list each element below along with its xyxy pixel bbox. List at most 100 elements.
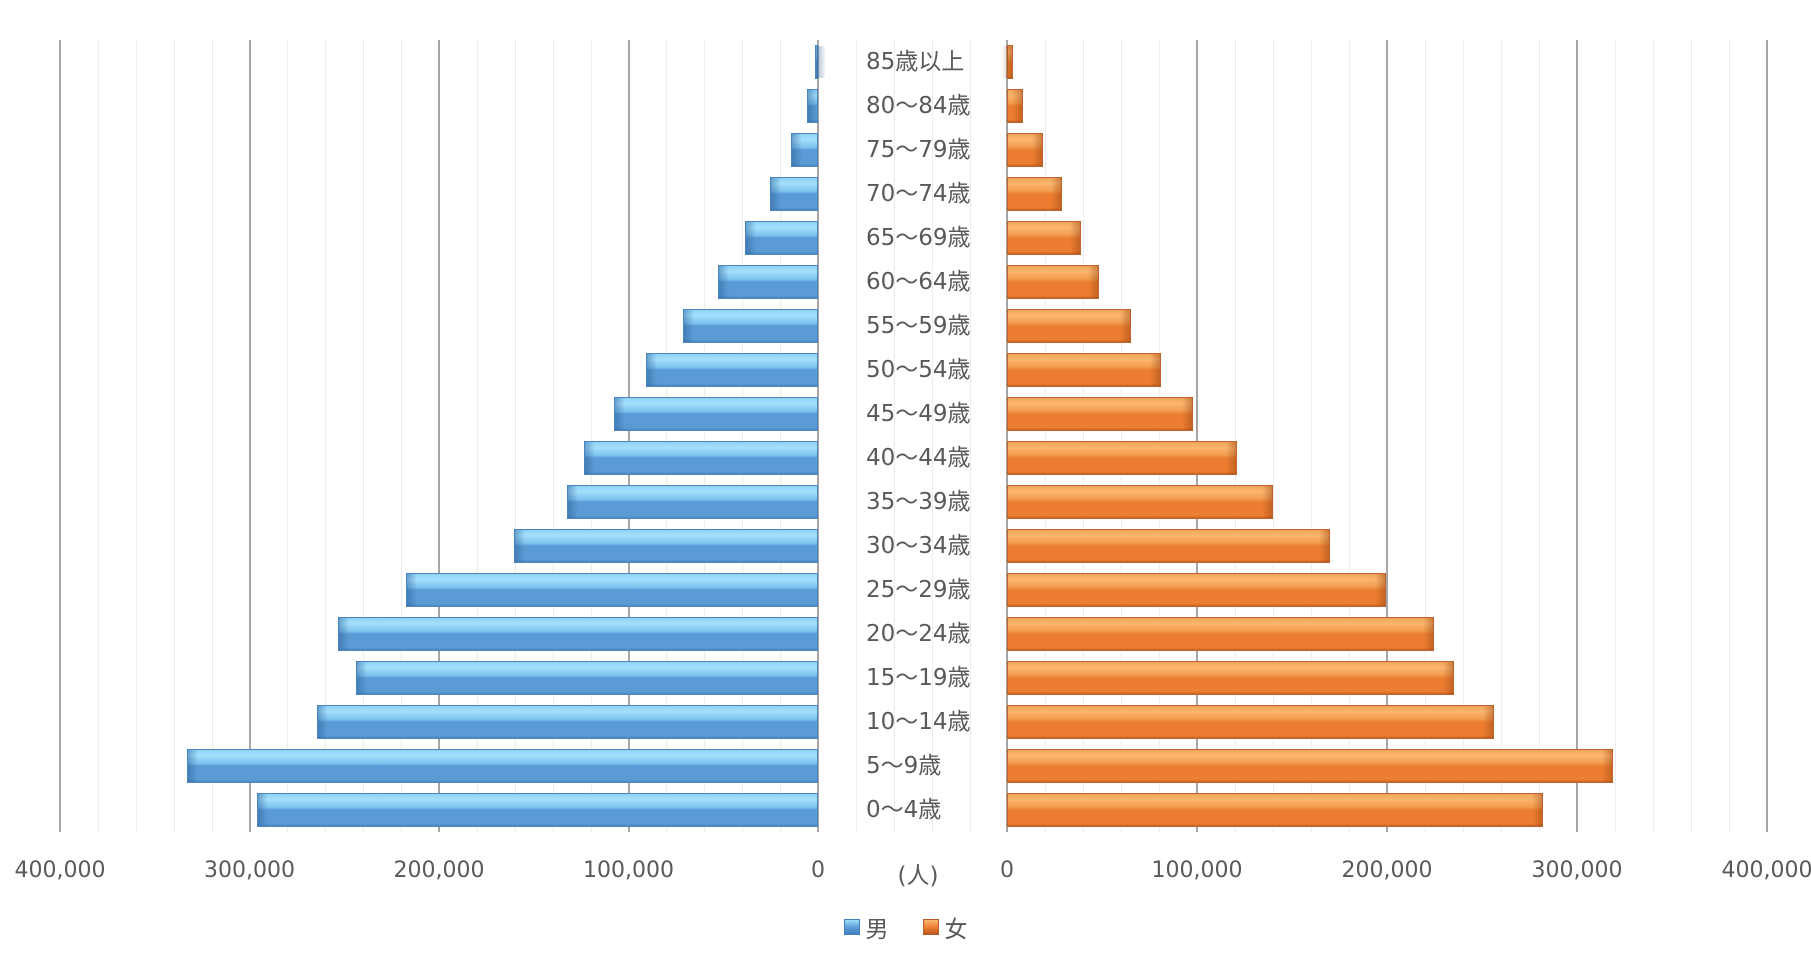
gridline-female: [1576, 40, 1578, 832]
bar-female[interactable]: [1007, 441, 1237, 475]
bar-female[interactable]: [1007, 133, 1044, 167]
gridline-gutter: [894, 40, 895, 832]
bar-female[interactable]: [1007, 617, 1434, 651]
x-tick-right: 300,000: [1531, 858, 1623, 883]
gridline-female: [1083, 40, 1084, 832]
bar-bevel: [808, 90, 818, 122]
bar-bevel: [683, 310, 694, 342]
age-label: 20〜24歳: [866, 621, 971, 647]
gridline-male: [212, 40, 213, 832]
bar-bevel: [356, 662, 367, 694]
bar-male[interactable]: [745, 221, 818, 255]
bar-male[interactable]: [584, 441, 818, 475]
bar-female[interactable]: [1007, 309, 1132, 343]
bar-male[interactable]: [337, 617, 818, 651]
gridline-female: [1539, 40, 1540, 832]
legend-item-female[interactable]: 女: [922, 910, 968, 944]
gridline-female: [1425, 40, 1426, 832]
bar-bevel: [1443, 662, 1454, 694]
gridline-male: [438, 40, 440, 832]
bar-bevel: [1602, 750, 1613, 782]
bar-male[interactable]: [406, 573, 818, 607]
legend-label-female: 女: [944, 917, 968, 943]
age-label: 10〜14歳: [866, 709, 971, 735]
age-label: 85歳以上: [866, 49, 965, 75]
bar-bevel: [1002, 46, 1013, 78]
bar-female[interactable]: [1007, 485, 1273, 519]
gridline-male: [817, 40, 819, 832]
x-tick-left: 300,000: [204, 858, 295, 883]
age-label: 45〜49歳: [866, 401, 971, 427]
age-label: 65〜69歳: [866, 225, 971, 251]
bar-female[interactable]: [1007, 397, 1193, 431]
bar-female[interactable]: [1007, 221, 1082, 255]
bar-bevel: [1531, 794, 1542, 826]
bar-male[interactable]: [614, 397, 818, 431]
bar-male[interactable]: [815, 45, 827, 79]
gridline-female: [1121, 40, 1122, 832]
gridline-male: [742, 40, 743, 832]
gridline-gutter: [970, 40, 971, 832]
legend-label-male: 男: [865, 917, 889, 943]
legend-swatch-male-icon: [843, 919, 860, 935]
bar-female[interactable]: [1007, 177, 1063, 211]
age-label: 75〜79歳: [866, 137, 971, 163]
age-label: 60〜64歳: [866, 269, 971, 295]
bar-female[interactable]: [1007, 529, 1331, 563]
bar-male[interactable]: [316, 705, 818, 739]
gridline-gutter: [856, 40, 857, 832]
gridline-male: [477, 40, 478, 832]
age-label: 30〜34歳: [866, 533, 971, 559]
x-tick-left: 100,000: [583, 858, 674, 883]
gridline-male: [98, 40, 99, 832]
bar-bevel: [1051, 178, 1062, 210]
gridline-female: [1653, 40, 1654, 832]
bar-male[interactable]: [187, 749, 818, 783]
gridline-female: [1006, 40, 1008, 832]
bar-female[interactable]: [1007, 661, 1455, 695]
gridline-male: [704, 40, 705, 832]
x-tick-right: 100,000: [1151, 858, 1243, 883]
bar-male[interactable]: [514, 529, 818, 563]
bar-female[interactable]: [1007, 353, 1162, 387]
bar-male[interactable]: [717, 265, 818, 299]
bar-bevel: [1088, 266, 1099, 298]
gridline-female: [1235, 40, 1236, 832]
bar-female[interactable]: [1007, 749, 1614, 783]
bar-male[interactable]: [770, 177, 818, 211]
bar-male[interactable]: [682, 309, 818, 343]
gridline-male: [363, 40, 364, 832]
gridline-female: [1501, 40, 1502, 832]
bar-male[interactable]: [790, 133, 818, 167]
gridline-female: [1766, 40, 1768, 832]
bar-female[interactable]: [1007, 573, 1387, 607]
bar-bevel: [585, 442, 596, 474]
legend-item-male[interactable]: 男: [843, 910, 889, 944]
bar-female[interactable]: [1007, 265, 1100, 299]
bar-bevel: [258, 794, 269, 826]
bar-female[interactable]: [1007, 705, 1494, 739]
bar-male[interactable]: [807, 89, 818, 123]
age-label: 40〜44歳: [866, 445, 971, 471]
bar-male[interactable]: [257, 793, 818, 827]
bar-female[interactable]: [1007, 793, 1543, 827]
bar-bevel: [1011, 90, 1022, 122]
bar-male[interactable]: [355, 661, 818, 695]
x-tick-right: 400,000: [1721, 858, 1811, 883]
age-label: 0〜4歳: [866, 797, 942, 823]
bar-female[interactable]: [1007, 89, 1023, 123]
gridline-male: [666, 40, 667, 832]
bar-bevel: [646, 354, 657, 386]
bar-female[interactable]: [1002, 45, 1014, 79]
gridline-female: [1196, 40, 1198, 832]
bar-bevel: [1375, 574, 1386, 606]
bar-male[interactable]: [567, 485, 818, 519]
legend: 男 女: [0, 910, 1811, 944]
gridline-female: [1159, 40, 1160, 832]
gridline-female: [1729, 40, 1730, 832]
bar-male[interactable]: [645, 353, 818, 387]
gridline-male: [325, 40, 326, 832]
gridline-gutter: [932, 40, 933, 832]
gridline-male: [174, 40, 175, 832]
